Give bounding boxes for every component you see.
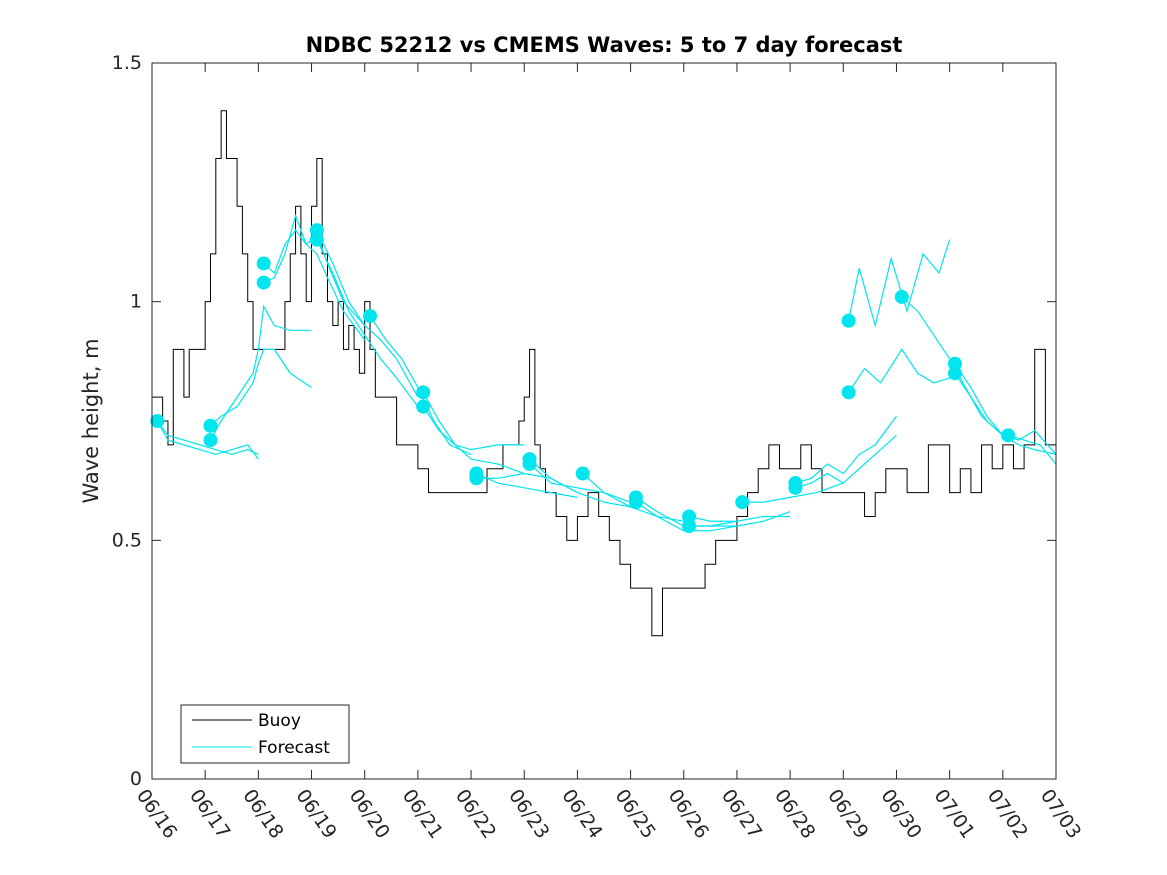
forecast-start-marker [203,433,218,448]
forecast-run-line [156,420,259,456]
forecast-run-line [689,511,791,527]
x-tick-label: 06/30 [876,785,925,842]
y-tick-label: 1.5 [112,52,142,74]
x-tick-label: 06/27 [717,785,766,842]
legend-buoy-label: Buoy [258,711,301,731]
forecast-start-marker [628,495,643,510]
y-axis-label: Wave height, m [79,338,103,503]
forecast-start-marker [363,308,378,323]
forecast-start-marker [416,385,431,400]
forecast-run-line [316,229,419,398]
forecast-run-line [263,229,366,326]
x-tick-label: 06/23 [504,785,553,842]
x-tick-label: 07/01 [930,785,979,842]
forecast-start-marker [203,418,218,433]
forecast-run-line [422,392,525,475]
forecast-run-line [369,315,472,455]
forecast-run-line [156,420,259,460]
forecast-run-line [476,472,578,498]
plot-markers [150,223,1016,534]
forecast-run-line [848,348,950,393]
forecast-run-line [422,406,525,451]
forecast-run-line [209,304,312,441]
x-tick-label: 06/24 [557,785,606,842]
forecast-run-line [848,239,951,328]
y-tick-label: 0.5 [112,529,142,551]
x-tick-label: 06/17 [185,785,234,842]
forecast-run-line [529,463,631,503]
x-tick-label: 07/02 [983,785,1032,842]
forecast-start-marker [575,466,590,481]
forecast-start-marker [309,232,324,247]
forecast-start-marker [150,414,165,428]
forecast-start-marker [1001,428,1016,443]
forecast-run-line [688,515,791,522]
x-tick-label: 06/25 [610,785,659,842]
forecast-start-marker [256,275,271,290]
forecast-start-marker [416,399,431,414]
forecast-start-marker [841,313,856,328]
forecast-run-line [316,239,419,408]
forecast-run-line [742,482,844,503]
x-tick-label: 06/26 [664,785,713,842]
x-tick-label: 06/19 [291,785,340,842]
x-tick-label: 07/03 [1036,785,1085,842]
legend-box [180,704,350,764]
x-tick-label: 06/22 [451,785,500,842]
x-tick-label: 06/20 [345,785,394,842]
forecast-start-marker [682,519,697,534]
forecast-start-marker [788,480,803,495]
forecast-run-line [210,348,312,427]
y-tick-label: 0 [130,768,142,790]
forecast-start-marker [894,289,909,304]
forecast-start-marker [469,471,484,486]
forecast-run-line [795,434,897,489]
y-axis: 0 0.5 1 1.5 [112,52,1056,790]
forecast-run-line [1007,434,1057,465]
buoy-series-line [152,110,1056,637]
legend-forecast-label: Forecast [258,738,330,758]
forecast-run-line [529,458,631,508]
forecast-run-line [582,473,684,522]
x-tick-label: 06/21 [398,785,447,842]
forecast-start-marker [256,256,271,271]
forecast-run-line [476,472,578,494]
forecast-start-marker [735,495,750,510]
x-tick-label: 06/16 [132,785,181,842]
x-tick-label: 06/28 [770,785,819,842]
forecast-start-marker [947,366,962,381]
y-tick-label: 1 [130,291,142,313]
x-tick-label: 06/18 [238,785,287,842]
legend: Buoy Forecast [180,704,350,764]
forecast-run-line [901,296,1004,436]
forecast-start-marker [841,385,856,400]
forecast-run-line [795,415,897,484]
axes-box [151,62,1057,780]
x-tick-label: 06/29 [823,785,872,842]
forecast-start-marker [522,456,537,471]
plot-lines [152,110,1057,637]
chart-title: NDBC 52212 vs CMEMS Waves: 5 to 7 day fo… [306,33,903,57]
forecast-run-line [635,501,738,532]
